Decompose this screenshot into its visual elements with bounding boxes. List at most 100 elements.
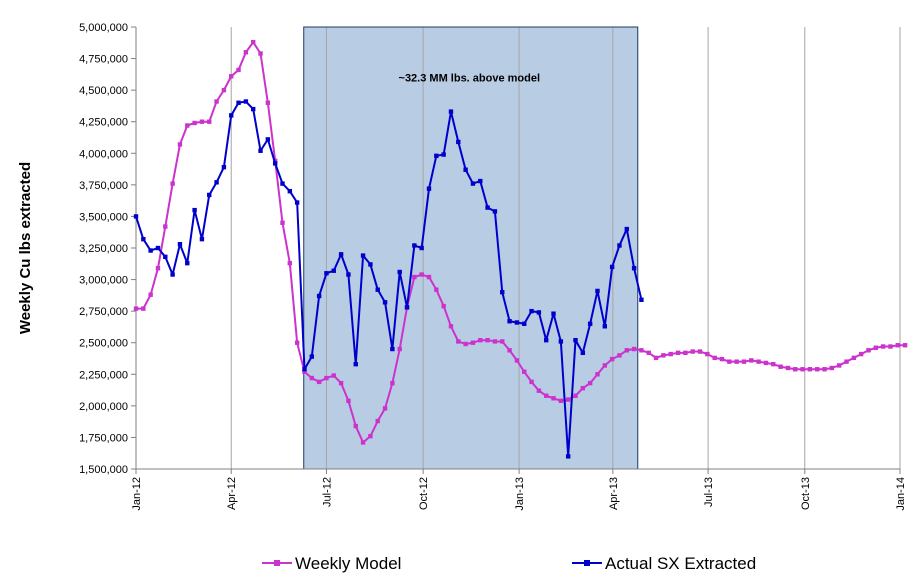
data-point-actual-sx-extracted bbox=[500, 290, 505, 295]
data-point-weekly-model bbox=[492, 339, 498, 344]
data-point-weekly-model bbox=[727, 359, 732, 364]
data-point-weekly-model bbox=[837, 363, 842, 368]
data-point-actual-sx-extracted bbox=[324, 271, 329, 276]
data-point-weekly-model bbox=[346, 398, 351, 404]
data-point-weekly-model bbox=[280, 220, 285, 225]
data-point-weekly-model bbox=[639, 348, 644, 353]
data-point-actual-sx-extracted bbox=[368, 262, 373, 267]
data-point-weekly-model bbox=[793, 367, 798, 372]
y-tick-label: 3,750,000 bbox=[79, 180, 128, 192]
data-point-weekly-model bbox=[463, 341, 468, 347]
data-point-weekly-model bbox=[214, 99, 219, 104]
data-point-weekly-model bbox=[631, 346, 637, 352]
data-point-weekly-model bbox=[529, 379, 534, 385]
data-point-weekly-model bbox=[236, 67, 241, 73]
data-point-weekly-model bbox=[844, 359, 849, 364]
data-point-weekly-model bbox=[866, 348, 871, 353]
data-point-actual-sx-extracted bbox=[558, 339, 564, 344]
data-point-actual-sx-extracted bbox=[302, 367, 307, 372]
data-point-weekly-model bbox=[624, 348, 629, 353]
shaded-region bbox=[303, 27, 638, 469]
data-point-weekly-model bbox=[609, 356, 615, 362]
data-point-actual-sx-extracted bbox=[390, 346, 395, 352]
data-point-actual-sx-extracted bbox=[514, 320, 520, 325]
data-point-weekly-model bbox=[858, 351, 864, 357]
data-point-weekly-model bbox=[390, 380, 395, 386]
data-point-weekly-model bbox=[302, 369, 307, 374]
data-point-actual-sx-extracted bbox=[441, 152, 446, 157]
data-point-actual-sx-extracted bbox=[265, 137, 271, 142]
data-point-actual-sx-extracted bbox=[573, 337, 578, 343]
data-point-actual-sx-extracted bbox=[287, 188, 293, 194]
data-point-weekly-model bbox=[617, 353, 622, 358]
y-tick-label: 4,500,000 bbox=[79, 85, 128, 97]
x-tick-label: Jan-12 bbox=[131, 477, 143, 511]
data-point-actual-sx-extracted bbox=[587, 321, 593, 326]
data-point-weekly-model bbox=[338, 380, 344, 386]
data-point-weekly-model bbox=[456, 339, 461, 344]
data-point-actual-sx-extracted bbox=[426, 186, 432, 191]
y-tick-label: 3,000,000 bbox=[79, 275, 128, 287]
y-tick-label: 3,250,000 bbox=[79, 243, 128, 255]
data-point-weekly-model bbox=[192, 120, 197, 126]
data-point-actual-sx-extracted bbox=[214, 180, 219, 185]
data-point-actual-sx-extracted bbox=[294, 200, 300, 205]
data-point-weekly-model bbox=[177, 142, 183, 147]
y-axis-ticks: 1,500,000 1,750,000 2,000,000 2,250,000 2,50… bbox=[79, 22, 136, 476]
data-point-weekly-model bbox=[448, 324, 454, 329]
data-point-weekly-model bbox=[646, 350, 651, 356]
data-point-actual-sx-extracted bbox=[148, 248, 153, 253]
legend-label: Actual SX Extracted bbox=[605, 554, 756, 573]
data-point-actual-sx-extracted bbox=[272, 161, 278, 166]
data-point-weekly-model bbox=[133, 306, 139, 311]
data-point-weekly-model bbox=[719, 356, 725, 362]
data-point-actual-sx-extracted bbox=[258, 148, 263, 153]
data-point-actual-sx-extracted bbox=[207, 192, 212, 198]
data-point-actual-sx-extracted bbox=[463, 167, 468, 172]
data-point-weekly-model bbox=[514, 358, 520, 363]
data-point-weekly-model bbox=[807, 367, 813, 372]
data-point-actual-sx-extracted bbox=[346, 272, 351, 277]
data-point-actual-sx-extracted bbox=[485, 205, 490, 210]
x-tick-label: Apr-13 bbox=[608, 477, 620, 510]
data-point-weekly-model bbox=[697, 349, 703, 354]
data-point-actual-sx-extracted bbox=[243, 99, 249, 104]
data-point-actual-sx-extracted bbox=[170, 272, 175, 277]
data-point-weekly-model bbox=[851, 355, 857, 361]
x-axis-ticks: Jan-12 Apr-12 Jul-12 Oct-12 Jan-13 Apr-13 Jul-… bbox=[131, 469, 907, 511]
data-point-weekly-model bbox=[771, 361, 776, 367]
data-point-weekly-model bbox=[426, 274, 432, 280]
data-point-actual-sx-extracted bbox=[338, 252, 344, 257]
x-tick-label: Jan-14 bbox=[895, 477, 907, 511]
data-point-weekly-model bbox=[434, 287, 439, 292]
data-point-actual-sx-extracted bbox=[404, 305, 410, 310]
data-point-weekly-model bbox=[470, 340, 476, 345]
data-point-weekly-model bbox=[199, 119, 205, 124]
data-point-weekly-model bbox=[558, 398, 564, 404]
data-point-weekly-model bbox=[500, 339, 505, 344]
y-tick-label: 2,250,000 bbox=[79, 369, 128, 381]
data-point-weekly-model bbox=[749, 358, 754, 363]
data-point-weekly-model bbox=[587, 380, 593, 386]
data-point-weekly-model bbox=[741, 359, 747, 364]
legend-entry: Weekly Model bbox=[262, 554, 401, 573]
data-point-actual-sx-extracted bbox=[251, 106, 256, 112]
data-point-actual-sx-extracted bbox=[192, 207, 197, 213]
data-point-weekly-model bbox=[763, 360, 769, 366]
data-point-weekly-model bbox=[148, 292, 153, 297]
x-tick-label: Jan-13 bbox=[514, 477, 526, 511]
data-point-weekly-model bbox=[815, 367, 820, 372]
data-point-weekly-model bbox=[580, 385, 586, 391]
data-point-actual-sx-extracted bbox=[331, 268, 336, 273]
data-point-weekly-model bbox=[375, 418, 380, 424]
y-tick-label: 2,000,000 bbox=[79, 401, 128, 413]
legend: Weekly Model Actual SX Extracted bbox=[262, 554, 756, 573]
y-tick-label: 3,500,000 bbox=[79, 211, 128, 223]
data-point-weekly-model bbox=[287, 260, 293, 266]
data-point-weekly-model bbox=[873, 345, 879, 350]
data-point-weekly-model bbox=[829, 365, 835, 371]
y-tick-label: 1,750,000 bbox=[79, 432, 128, 444]
data-point-weekly-model bbox=[324, 375, 329, 381]
data-point-weekly-model bbox=[756, 359, 761, 364]
data-point-actual-sx-extracted bbox=[434, 153, 439, 159]
